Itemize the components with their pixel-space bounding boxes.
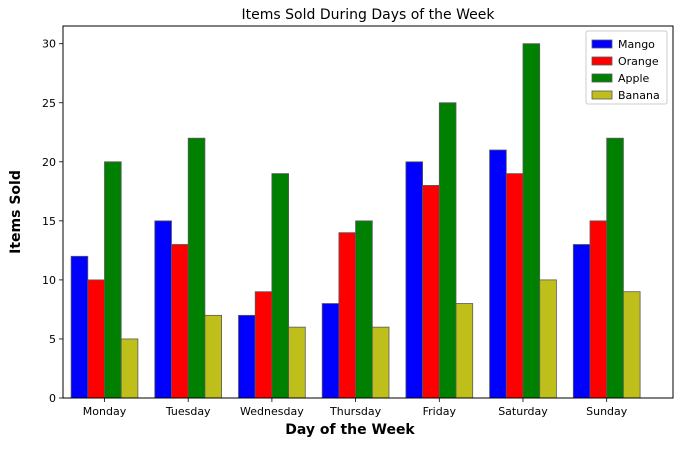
bar-banana-sunday xyxy=(623,291,641,399)
bars-group xyxy=(70,43,641,399)
legend-swatch-orange xyxy=(591,56,613,66)
bar-mango-thursday xyxy=(321,303,340,399)
x-tick-label-tuesday: Tuesday xyxy=(165,405,211,418)
bar-mango-sunday xyxy=(572,244,591,399)
bar-apple-tuesday xyxy=(187,137,206,399)
x-tick-label-wednesday: Wednesday xyxy=(240,405,304,418)
x-tick-label-monday: Monday xyxy=(83,405,127,418)
bar-apple-sunday xyxy=(606,137,624,399)
legend-label-mango: Mango xyxy=(618,38,655,51)
x-tick-label-saturday: Saturday xyxy=(498,405,548,418)
legend-label-orange: Orange xyxy=(618,55,659,68)
y-tick-label-30: 30 xyxy=(42,38,56,51)
bar-apple-thursday xyxy=(355,220,373,399)
bar-mango-tuesday xyxy=(154,220,172,399)
legend-swatch-banana xyxy=(591,90,613,100)
bar-orange-tuesday xyxy=(171,244,189,399)
y-tick-label-15: 15 xyxy=(42,215,56,228)
bar-apple-wednesday xyxy=(271,173,289,399)
x-tick-label-sunday: Sunday xyxy=(586,405,628,418)
bar-apple-monday xyxy=(104,161,122,399)
bar-mango-monday xyxy=(70,255,89,399)
bar-banana-tuesday xyxy=(204,314,222,399)
bar-banana-wednesday xyxy=(288,326,306,399)
x-axis: Monday Tuesday Wednesday Thursday Friday Satu… xyxy=(83,398,628,418)
legend-swatch-mango xyxy=(591,39,613,49)
y-tick-label-0: 0 xyxy=(49,392,56,405)
chart-title: Items Sold During Days of the Week xyxy=(242,7,496,23)
bar-banana-thursday xyxy=(371,326,390,399)
bar-orange-thursday xyxy=(338,232,356,399)
bar-banana-friday xyxy=(455,303,474,399)
bar-mango-friday xyxy=(405,161,423,399)
bar-orange-monday xyxy=(87,279,105,399)
y-axis-label: Items Sold xyxy=(8,170,24,254)
legend: Mango Orange Apple Banana xyxy=(585,30,668,105)
y-tick-label-20: 20 xyxy=(42,156,56,169)
legend-box xyxy=(585,30,668,105)
bar-orange-sunday xyxy=(589,220,608,399)
bar-orange-wednesday xyxy=(254,291,273,399)
x-tick-label-thursday: Thursday xyxy=(329,405,382,418)
legend-label-apple: Apple xyxy=(618,72,650,85)
bar-banana-saturday xyxy=(539,279,557,399)
y-tick-label-10: 10 xyxy=(42,274,56,287)
plot-frame xyxy=(62,25,674,399)
bar-mango-saturday xyxy=(489,149,507,399)
legend-swatch-apple xyxy=(591,73,613,83)
y-tick-label-5: 5 xyxy=(49,333,56,346)
bar-orange-friday xyxy=(422,185,440,399)
bar-orange-saturday xyxy=(505,173,524,399)
bar-apple-friday xyxy=(438,102,457,399)
bar-apple-saturday xyxy=(522,43,541,399)
legend-label-banana: Banana xyxy=(618,89,660,102)
y-tick-label-25: 25 xyxy=(42,97,56,110)
x-axis-label: Day of the Week xyxy=(285,422,415,438)
x-tick-label-friday: Friday xyxy=(423,405,457,418)
bar-banana-monday xyxy=(120,338,139,399)
bar-mango-wednesday xyxy=(238,314,256,399)
y-axis: 0 5 10 15 20 25 30 xyxy=(42,38,63,405)
